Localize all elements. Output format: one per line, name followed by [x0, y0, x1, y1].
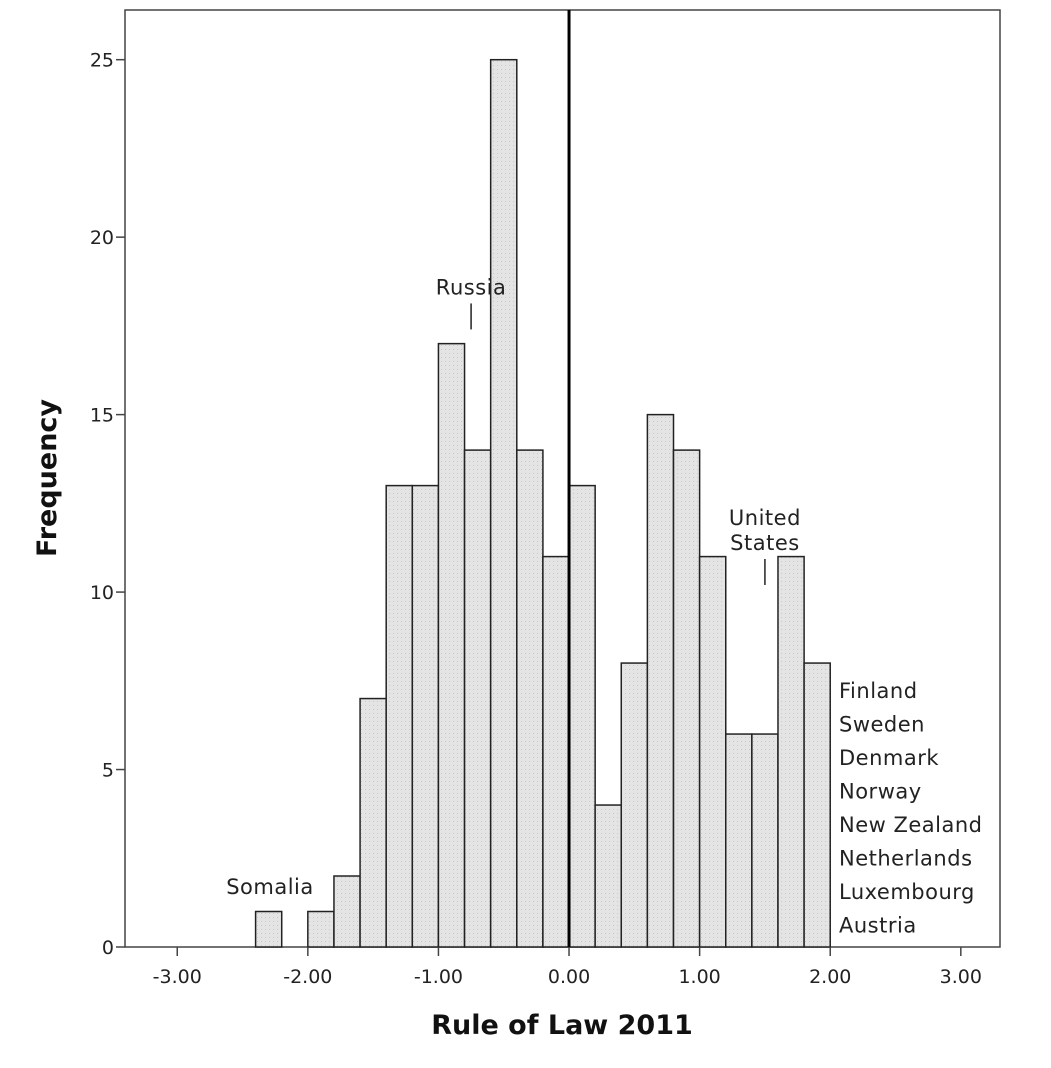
side-label-country: Luxembourg	[839, 880, 975, 904]
y-tick-label: 10	[90, 582, 114, 604]
side-label-country: Finland	[839, 679, 918, 703]
side-label-country: Norway	[839, 780, 922, 804]
side-labels-group: Finland Sweden Denmark Norway New Zealand Net…	[839, 679, 983, 938]
histogram-bar	[620, 662, 649, 948]
histogram-bar	[803, 662, 831, 948]
histogram-bar	[777, 555, 805, 948]
histogram-bar	[516, 449, 544, 948]
histogram-bar	[698, 555, 727, 948]
x-tick-label: -3.00	[153, 966, 202, 988]
y-tick-label: 20	[90, 227, 114, 249]
histogram-bar	[333, 875, 361, 948]
x-tick-label: 0.00	[548, 966, 590, 988]
side-label-country: Sweden	[839, 713, 925, 737]
y-axis-title: Frequency	[32, 399, 63, 557]
y-tick-label: 15	[90, 405, 114, 427]
annotation-label: Somalia	[226, 875, 314, 899]
histogram-bar	[254, 910, 283, 948]
histogram-bar	[568, 484, 596, 948]
x-tick-label: 1.00	[678, 966, 720, 988]
x-tick-label: 2.00	[809, 966, 851, 988]
histogram-bar	[594, 804, 623, 948]
histogram-bar	[646, 413, 675, 948]
histogram-bar	[672, 449, 701, 948]
histogram-bar	[751, 733, 779, 948]
x-tick-label: -2.00	[283, 966, 332, 988]
annotation-label: Russia	[436, 275, 507, 299]
histogram-bar	[463, 449, 492, 948]
x-tick-label: -1.00	[414, 966, 463, 988]
histogram-bar	[385, 484, 414, 948]
histogram-bar	[437, 342, 466, 948]
x-axis-title: Rule of Law 2011	[431, 1010, 693, 1041]
bars-group	[254, 58, 831, 948]
histogram-bar	[359, 697, 387, 948]
histogram-bar	[307, 910, 335, 948]
side-label-country: Austria	[839, 914, 917, 938]
y-tick-label: 0	[102, 937, 114, 959]
histogram-bar	[411, 484, 440, 948]
side-label-country: Netherlands	[839, 847, 973, 871]
annotation-label: United	[729, 506, 801, 530]
y-tick-label: 25	[90, 50, 114, 72]
histogram-bar	[724, 733, 753, 948]
y-tick-label: 5	[102, 760, 114, 782]
histogram-bar	[542, 555, 570, 948]
x-axis: -3.00 -2.00 -1.00 0.00 1.00 2.00 3.00	[153, 947, 982, 988]
x-tick-label: 3.00	[940, 966, 982, 988]
side-label-country: New Zealand	[839, 813, 983, 837]
annotation-label: States	[730, 531, 800, 555]
y-axis: 0 5 10 15 20 25	[90, 50, 125, 959]
histogram-bar	[489, 58, 518, 948]
side-label-country: Denmark	[839, 746, 939, 770]
